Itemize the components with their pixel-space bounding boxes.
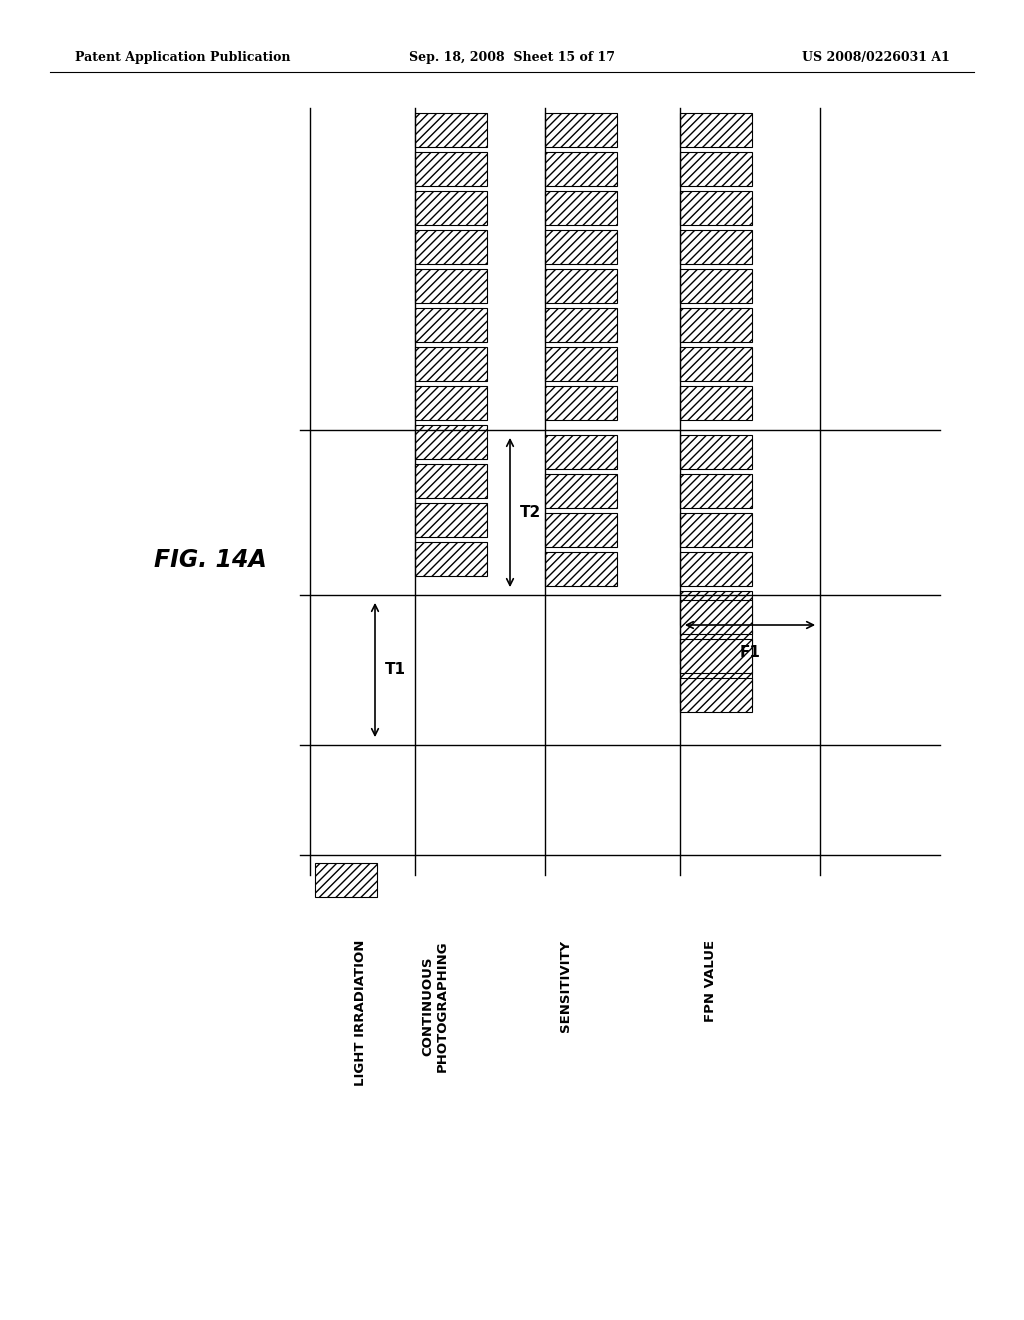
Bar [680,347,752,381]
Text: US 2008/0226031 A1: US 2008/0226031 A1 [802,51,950,65]
Text: LIGHT IRRADIATION: LIGHT IRRADIATION [353,940,367,1086]
Text: FIG. 14A: FIG. 14A [154,548,266,572]
Bar [680,474,752,508]
Text: F1: F1 [739,645,761,660]
Bar [415,347,487,381]
Bar [680,436,752,469]
Bar [415,503,487,537]
Bar [680,639,752,673]
Bar [545,513,617,546]
Bar [545,269,617,304]
Bar [415,465,487,498]
Bar [415,308,487,342]
Bar [680,601,752,634]
Text: SENSITIVITY: SENSITIVITY [558,940,571,1032]
Text: Patent Application Publication: Patent Application Publication [75,51,291,65]
Bar [680,552,752,586]
Bar [680,385,752,420]
Bar [545,474,617,508]
Bar [545,114,617,147]
Bar [680,230,752,264]
Bar [680,678,752,711]
Bar [680,669,752,704]
Bar [545,152,617,186]
Bar [415,114,487,147]
Bar [545,552,617,586]
Bar [415,230,487,264]
Bar [680,152,752,186]
Text: CONTINUOUS
PHOTOGRAPHING: CONTINUOUS PHOTOGRAPHING [421,940,449,1072]
Bar [415,385,487,420]
Bar [545,191,617,224]
Bar [415,269,487,304]
Bar [415,543,487,576]
Text: T1: T1 [385,663,406,677]
Bar [545,230,617,264]
Bar [680,269,752,304]
Bar [415,152,487,186]
Bar [545,308,617,342]
Bar [545,385,617,420]
Bar [415,191,487,224]
Bar [315,863,377,898]
Bar [545,436,617,469]
Text: T2: T2 [520,506,542,520]
Text: FPN VALUE: FPN VALUE [703,940,717,1022]
Bar [680,308,752,342]
Bar [680,591,752,624]
Bar [545,347,617,381]
Text: Sep. 18, 2008  Sheet 15 of 17: Sep. 18, 2008 Sheet 15 of 17 [409,51,615,65]
Bar [680,114,752,147]
Bar [680,513,752,546]
Bar [680,630,752,664]
Bar [680,191,752,224]
Bar [415,425,487,459]
